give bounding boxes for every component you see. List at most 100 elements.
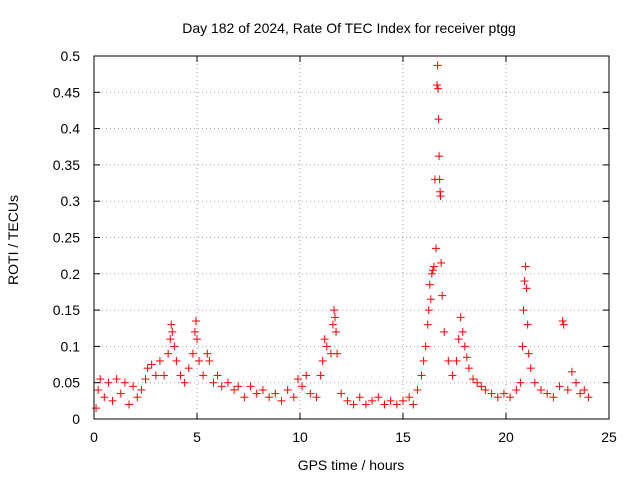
data-point <box>386 396 395 405</box>
data-point <box>434 115 443 124</box>
x-tick-label: 10 <box>292 429 308 445</box>
data-point <box>448 371 457 380</box>
data-point <box>456 313 465 322</box>
data-point <box>521 262 530 271</box>
data-point <box>487 389 496 398</box>
data-point <box>234 382 243 391</box>
data-point <box>322 342 331 351</box>
data-point <box>258 385 267 394</box>
data-point <box>205 356 214 365</box>
data-point <box>437 258 446 267</box>
data-point <box>558 316 567 325</box>
data-point <box>567 367 576 376</box>
data-point <box>240 393 249 402</box>
data-point <box>433 61 442 70</box>
data-point <box>444 356 453 365</box>
data-point <box>477 382 486 391</box>
data-point <box>96 375 105 384</box>
data-point <box>429 262 438 271</box>
data-point <box>392 400 401 409</box>
data-point <box>265 393 274 402</box>
data-point <box>431 244 440 253</box>
data-point <box>435 175 444 184</box>
data-point <box>361 400 370 409</box>
x-tick-label: 0 <box>90 429 98 445</box>
data-points <box>92 61 593 413</box>
data-point <box>100 393 109 402</box>
data-point <box>555 382 564 391</box>
data-point <box>176 371 185 380</box>
data-point <box>94 385 103 394</box>
y-tick-label: 0.45 <box>53 84 80 100</box>
data-point <box>289 393 298 402</box>
data-point <box>464 364 473 373</box>
data-point <box>167 320 176 329</box>
data-point <box>473 378 482 387</box>
data-point <box>141 375 150 384</box>
data-point <box>424 306 433 315</box>
data-point <box>559 320 568 329</box>
data-point <box>520 277 529 286</box>
data-point <box>580 385 589 394</box>
data-point <box>293 375 302 384</box>
data-point <box>537 385 546 394</box>
data-point <box>413 385 422 394</box>
plot-frame <box>93 55 610 420</box>
data-point <box>337 389 346 398</box>
data-point <box>333 349 342 358</box>
data-point <box>374 393 383 402</box>
data-point <box>193 335 201 344</box>
data-point <box>252 389 261 398</box>
data-point <box>302 371 311 380</box>
data-point <box>522 284 531 293</box>
x-axis-label: GPS time / hours <box>298 457 405 473</box>
data-point <box>481 385 490 394</box>
data-point <box>328 320 337 329</box>
data-point <box>230 385 239 394</box>
data-point <box>518 342 527 351</box>
y-tick-label: 0.15 <box>53 302 80 318</box>
data-point <box>306 389 315 398</box>
data-point <box>452 356 461 365</box>
data-point <box>469 375 478 384</box>
data-point <box>108 396 117 405</box>
data-point <box>519 306 528 315</box>
data-point <box>203 349 212 358</box>
data-point <box>184 364 193 373</box>
data-point <box>460 342 469 351</box>
data-point <box>380 400 389 409</box>
data-point <box>368 396 377 405</box>
data-point <box>543 389 552 398</box>
data-point <box>426 295 435 304</box>
data-point <box>172 356 181 365</box>
data-point <box>133 393 142 402</box>
data-point <box>160 371 169 380</box>
data-point <box>277 396 286 405</box>
data-point <box>512 385 521 394</box>
x-tick-label: 5 <box>193 429 201 445</box>
data-point <box>423 320 432 329</box>
data-point <box>438 291 447 300</box>
data-point <box>217 382 226 391</box>
data-point <box>436 192 445 201</box>
data-point <box>331 313 340 322</box>
data-point <box>246 382 255 391</box>
data-point <box>435 152 444 161</box>
data-point <box>425 280 434 289</box>
data-point <box>129 382 138 391</box>
data-point <box>405 393 414 402</box>
data-point <box>151 371 160 380</box>
data-point <box>168 327 177 336</box>
data-point <box>563 385 572 394</box>
data-point <box>92 404 101 413</box>
y-axis-label: ROTI / TECUs <box>5 195 21 285</box>
data-point <box>320 335 329 344</box>
y-tick-label: 0.1 <box>61 338 81 354</box>
data-point <box>116 389 125 398</box>
data-point <box>499 389 508 398</box>
data-point <box>576 389 585 398</box>
data-point <box>530 378 539 387</box>
data-point <box>271 389 280 398</box>
data-point <box>155 356 164 365</box>
data-point <box>164 349 173 358</box>
